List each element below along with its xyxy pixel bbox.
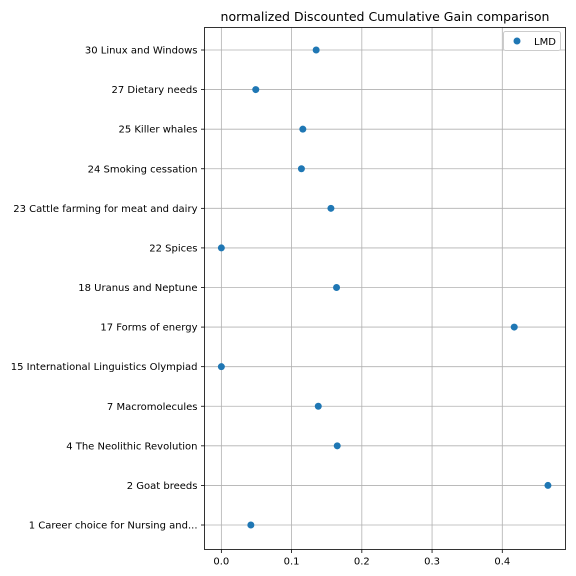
y-tick-label: 7 Macromolecules	[107, 402, 198, 413]
legend: LMD	[503, 31, 561, 51]
data-point	[217, 363, 225, 371]
y-tick-label: 1 Career choice for Nursing and...	[29, 521, 198, 532]
data-point	[247, 521, 255, 529]
data-points	[217, 46, 552, 529]
legend-marker	[513, 37, 521, 45]
y-tick-label: 30 Linux and Windows	[85, 46, 198, 57]
y-tick-label: 17 Forms of energy	[100, 323, 197, 334]
x-tick-label: 0.0	[213, 557, 229, 568]
data-point	[252, 86, 260, 94]
legend-box	[503, 31, 561, 51]
data-point	[544, 481, 552, 489]
y-tick-label: 23 Cattle farming for meat and dairy	[13, 204, 197, 215]
y-tick-label: 2 Goat breeds	[127, 481, 198, 492]
data-point	[299, 125, 307, 133]
data-point	[333, 442, 341, 450]
y-tick-label: 27 Dietary needs	[112, 85, 198, 96]
data-point	[333, 284, 341, 291]
y-tick-label: 15 International Linguistics Olympiad	[11, 362, 198, 373]
y-tick-label: 22 Spices	[149, 243, 197, 254]
x-tick-label: 0.1	[284, 557, 300, 568]
x-tick-labels: 0.0 0.1 0.2 0.3 0.4	[213, 549, 510, 568]
data-point	[510, 323, 518, 331]
y-tick-label: 25 Killer whales	[118, 125, 197, 136]
data-point	[297, 165, 305, 173]
y-tick-label: 18 Uranus and Neptune	[78, 283, 197, 294]
data-point	[314, 402, 322, 410]
y-tick-label: 4 The Neolithic Revolution	[66, 441, 197, 452]
plot-frame	[204, 27, 566, 550]
x-tick-label: 0.4	[494, 557, 510, 568]
data-point	[217, 244, 225, 252]
chart-title: normalized Discounted Cumulative Gain co…	[221, 9, 550, 24]
x-tick-label: 0.2	[354, 557, 370, 568]
y-tick-labels: 30 Linux and Windows 27 Dietary needs 25 K…	[11, 46, 205, 532]
data-point	[327, 204, 335, 212]
data-point	[312, 46, 320, 54]
grid-lines	[204, 27, 566, 550]
x-tick-label: 0.3	[424, 557, 440, 568]
y-tick-label: 24 Smoking cessation	[88, 164, 198, 175]
legend-label: LMD	[534, 37, 556, 48]
